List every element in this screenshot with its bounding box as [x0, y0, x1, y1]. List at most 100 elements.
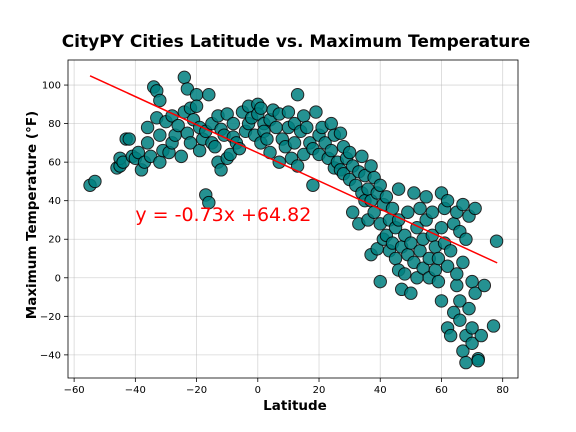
data-point	[450, 278, 464, 293]
data-point	[342, 145, 357, 160]
y-axis-ticks: −40 −20 0 20 40 60 80 100	[40, 81, 68, 361]
data-point	[269, 120, 283, 135]
y-tick-label: −40	[40, 350, 61, 361]
data-point	[373, 178, 387, 192]
data-point	[202, 195, 216, 210]
y-tick-label: −20	[40, 312, 61, 323]
data-point	[260, 132, 274, 146]
data-point	[434, 294, 449, 308]
y-tick-label: 100	[42, 81, 61, 92]
data-point	[434, 220, 449, 235]
data-point	[214, 163, 228, 177]
x-tick-label: 0	[255, 385, 261, 396]
data-point	[443, 328, 458, 343]
data-point	[465, 274, 479, 289]
data-point	[388, 251, 403, 266]
x-tick-label: 80	[496, 385, 509, 396]
y-tick-label: 0	[55, 273, 61, 284]
data-point	[290, 87, 305, 102]
data-point	[297, 109, 311, 123]
x-tick-label: 20	[313, 385, 326, 396]
chart-title: CityPY Cities Latitude vs. Maximum Tempe…	[62, 32, 531, 52]
data-point	[345, 205, 360, 219]
data-point	[220, 107, 234, 121]
data-point	[474, 328, 488, 343]
data-point	[88, 174, 102, 189]
data-point	[477, 278, 492, 293]
data-point	[192, 143, 207, 158]
data-point	[489, 234, 504, 248]
data-point	[465, 336, 479, 351]
data-point	[140, 120, 155, 135]
data-point	[404, 286, 418, 300]
data-point	[364, 159, 378, 173]
y-tick-label: 40	[48, 196, 61, 207]
data-point	[443, 244, 458, 258]
data-point	[419, 190, 433, 204]
data-point	[456, 255, 470, 270]
x-tick-label: −40	[125, 385, 146, 396]
data-point	[153, 93, 167, 108]
data-point	[324, 143, 338, 158]
data-point	[453, 313, 467, 327]
data-point	[465, 321, 479, 335]
data-point	[413, 201, 427, 216]
data-point	[226, 116, 241, 131]
data-point	[456, 197, 470, 212]
x-tick-label: 60	[435, 385, 448, 396]
data-point	[177, 70, 192, 85]
data-point	[468, 201, 482, 216]
data-point	[471, 353, 485, 368]
x-tick-label: 40	[374, 385, 387, 396]
data-point	[333, 126, 348, 140]
data-point	[122, 132, 136, 146]
x-axis-ticks: −60 −40 −20 0 20 40 60 80	[64, 378, 509, 396]
data-point	[174, 149, 188, 164]
data-point	[208, 140, 222, 154]
data-point	[401, 205, 415, 219]
data-point	[171, 118, 185, 133]
data-point	[431, 251, 446, 266]
data-point	[398, 267, 412, 281]
data-point	[183, 136, 198, 150]
data-point	[486, 319, 501, 333]
x-tick-label: −60	[64, 385, 85, 396]
data-point	[407, 186, 421, 200]
data-point	[391, 182, 406, 196]
data-point	[254, 101, 268, 115]
data-point	[428, 263, 443, 277]
data-point	[140, 136, 155, 150]
plot-frame	[67, 59, 519, 379]
x-tick-label: −20	[186, 385, 207, 396]
data-point	[324, 116, 338, 131]
data-point	[462, 301, 476, 316]
y-axis-label: Maximum Temperature (°F)	[24, 111, 40, 319]
x-axis-label: Latitude	[263, 398, 327, 414]
regression-equation: y = -0.73x +64.82	[135, 204, 311, 226]
data-point	[459, 355, 473, 370]
y-tick-label: 20	[48, 235, 61, 246]
data-point	[189, 99, 204, 113]
data-point	[450, 267, 464, 281]
data-point	[202, 87, 216, 102]
data-point	[373, 274, 387, 289]
data-point	[131, 145, 146, 160]
data-point	[468, 286, 482, 300]
data-point	[309, 105, 323, 119]
data-point	[425, 205, 439, 219]
data-point	[440, 259, 455, 273]
data-point	[440, 193, 455, 208]
y-tick-label: 80	[48, 119, 61, 130]
data-point	[355, 149, 369, 164]
data-point	[287, 136, 302, 150]
data-point	[459, 232, 473, 246]
data-point	[300, 120, 314, 135]
data-point	[306, 178, 320, 192]
data-point	[153, 155, 167, 169]
data-point	[431, 274, 446, 289]
data-point	[189, 87, 204, 102]
data-point	[453, 294, 467, 308]
data-point	[404, 236, 418, 250]
data-point	[153, 128, 167, 142]
